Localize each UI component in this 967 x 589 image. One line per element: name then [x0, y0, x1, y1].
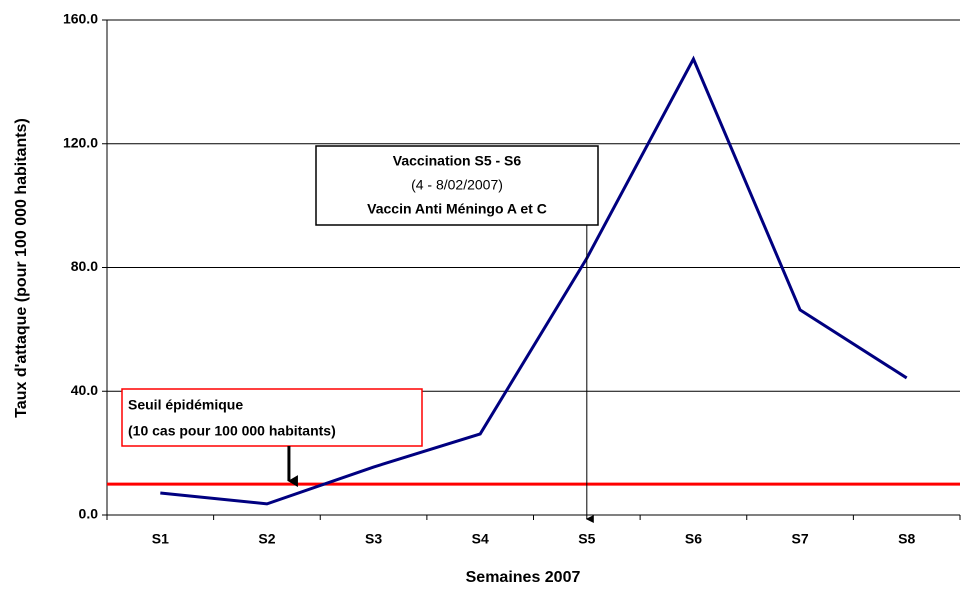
- annotation-text: (10 cas pour 100 000 habitants): [128, 423, 336, 439]
- annotation-text: Vaccination S5 - S6: [393, 153, 522, 169]
- y-tick-label: 120.0: [63, 134, 98, 150]
- annotation-box: [121, 388, 423, 447]
- x-tick-label: S6: [685, 531, 702, 547]
- annotation-text: (4 - 8/02/2007): [411, 177, 503, 193]
- x-tick-label: S4: [472, 531, 489, 547]
- x-tick-label: S2: [258, 531, 275, 547]
- x-tick-label: S1: [152, 531, 169, 547]
- x-tick-label: S8: [898, 531, 915, 547]
- y-tick-label: 0.0: [79, 506, 99, 522]
- annotation-text: Seuil épidémique: [128, 397, 243, 413]
- annotation-box: [315, 145, 599, 226]
- data-line: [160, 55, 908, 506]
- annotation-text: Vaccin Anti Méningo A et C: [367, 201, 547, 217]
- y-tick-label: 80.0: [71, 258, 98, 274]
- y-tick-label: 40.0: [71, 382, 98, 398]
- y-axis-label: Taux d'attaque (pour 100 000 habitants): [13, 118, 30, 418]
- x-axis-label: Semaines 2007: [466, 569, 581, 586]
- x-tick-label: S7: [792, 531, 809, 547]
- x-tick-label: S5: [578, 531, 595, 547]
- y-tick-label: 160.0: [63, 11, 98, 27]
- x-tick-label: S3: [365, 531, 382, 547]
